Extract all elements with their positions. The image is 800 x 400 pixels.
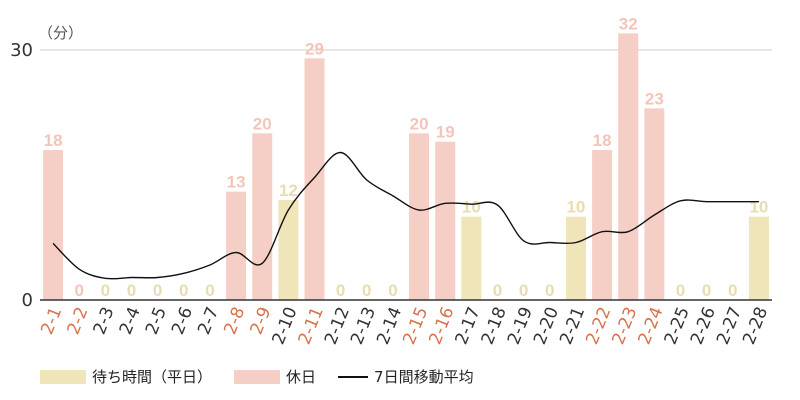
bar-2-16 [435,141,456,300]
bar-2-8 [226,191,247,300]
bar-label-2-15: 20 [410,114,429,133]
legend-swatch-moving-average [338,375,369,378]
bar-label-2-17: 10 [462,198,481,217]
moving-average-line [52,151,759,280]
bar-2-11 [304,58,325,301]
legend-label-moving-average: 7日間移動平均 [374,368,474,386]
bar-label-2-14: 0 [388,281,397,300]
y-tick-30: 30 [10,40,33,61]
bar-2-28 [748,216,769,300]
x-tick-2-6: 2-6 [168,304,197,337]
x-tick-2-1: 2-1 [37,304,66,337]
legend-swatch-holiday [234,369,281,384]
bar-2-22 [592,150,613,300]
bar-label-2-4: 0 [127,281,136,300]
bar-label-2-8: 13 [227,173,246,192]
bar-label-2-7: 0 [205,281,214,300]
legend-label-holiday: 休日 [286,368,317,386]
bar-label-2-18: 0 [493,281,502,300]
legend-item-moving-average: 7日間移動平均 [338,366,474,387]
bar-2-15 [409,133,430,300]
bar-label-2-6: 0 [179,281,188,300]
bar-label-2-13: 0 [362,281,371,300]
bar-2-23 [618,33,639,300]
bar-label-2-3: 0 [101,281,110,300]
bar-label-2-19: 0 [519,281,528,300]
y-tick-0: 0 [22,290,33,311]
bar-label-2-11: 29 [305,39,324,58]
bar-2-10 [278,200,299,300]
bar-label-2-9: 20 [253,114,272,133]
bar-label-2-23: 32 [619,14,638,33]
x-tick-labels-group: 2-12-22-32-42-52-62-72-82-92-102-112-122… [37,304,772,347]
bar-label-2-2: 0 [74,281,83,300]
bar-label-2-12: 0 [336,281,345,300]
x-tick-2-5: 2-5 [142,304,171,337]
bar-label-2-26: 0 [702,281,711,300]
bar-label-2-24: 23 [645,89,664,108]
x-tick-2-8: 2-8 [220,304,249,337]
bar-label-2-20: 0 [545,281,554,300]
bar-label-2-1: 18 [44,131,63,150]
x-tick-2-3: 2-3 [90,304,119,337]
bars-group [43,33,769,301]
legend: 待ち時間（平日） 休日 7日間移動平均 [40,366,496,387]
y-unit-label: （分） [38,24,84,42]
bar-label-2-28: 10 [749,198,768,217]
legend-item-weekday: 待ち時間（平日） [40,366,212,387]
bar-2-1 [43,150,64,300]
x-tick-2-28: 2-28 [739,304,772,347]
legend-label-weekday: 待ち時間（平日） [92,368,213,386]
legend-swatch-weekday [40,369,86,384]
bar-2-17 [461,216,482,300]
bar-label-2-25: 0 [676,281,685,300]
x-tick-2-7: 2-7 [194,304,223,337]
bar-label-2-22: 18 [593,131,612,150]
bar-2-21 [565,216,586,300]
x-tick-2-2: 2-2 [64,304,93,337]
bar-2-9 [252,133,273,300]
legend-item-holiday: 休日 [234,366,316,387]
bar-label-2-21: 10 [566,198,585,217]
x-tick-2-4: 2-4 [116,304,145,337]
bar-label-2-27: 0 [728,281,737,300]
bar-label-2-5: 0 [153,281,162,300]
bar-2-24 [644,108,665,300]
bar-label-2-16: 19 [436,123,455,142]
bar-label-2-10: 12 [279,181,298,200]
